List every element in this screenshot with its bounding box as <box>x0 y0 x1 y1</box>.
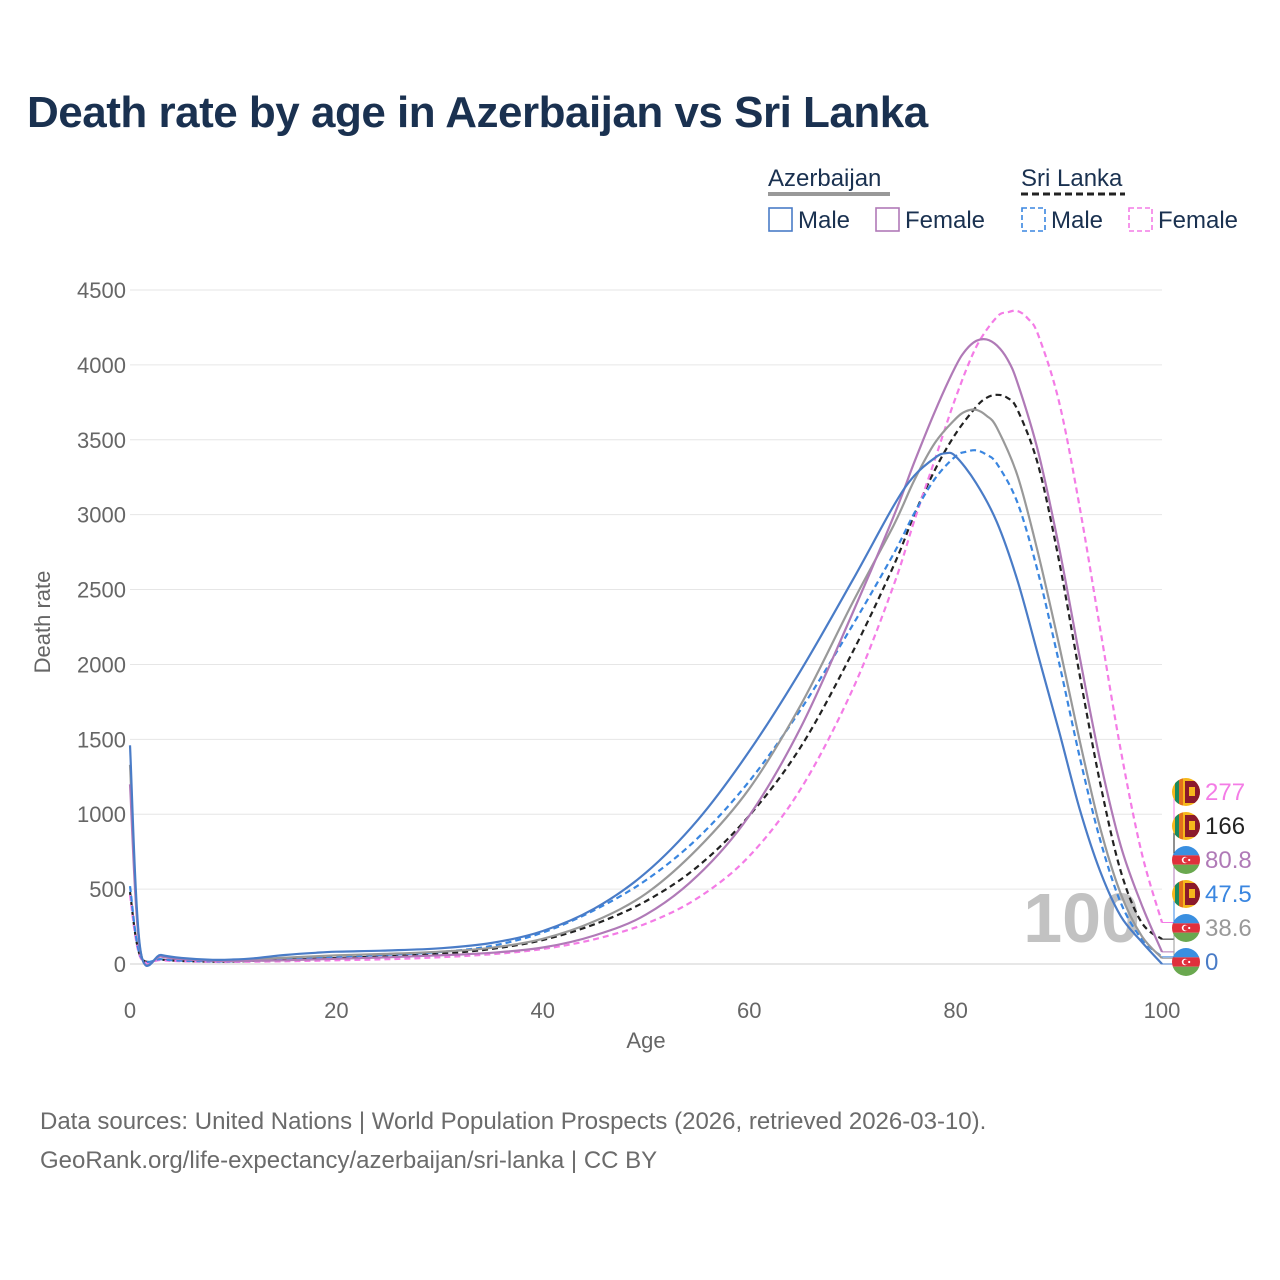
legend-country-0: Azerbaijan <box>768 165 881 192</box>
legend-item-label[interactable]: Female <box>1158 207 1238 234</box>
chart-canvas: Age Death rate 0500100015002000250030003… <box>30 165 1252 1053</box>
grid <box>130 289 1162 965</box>
series-line-azerbaijan-female <box>128 338 1164 967</box>
series-line-sri-lanka-female <box>128 309 1164 964</box>
y-tick-label: 4500 <box>77 278 126 303</box>
end-label-value: 80.8 <box>1205 847 1252 874</box>
end-label-value: 38.6 <box>1205 915 1252 942</box>
series-line-sri-lanka-male <box>128 449 1163 964</box>
sri-lanka-flag-icon <box>1172 880 1200 908</box>
x-tick-label: 60 <box>737 998 761 1023</box>
series-line-sri-lanka-total <box>128 393 1163 964</box>
y-tick-label: 1500 <box>77 727 126 752</box>
legend-item-label[interactable]: Female <box>905 207 985 234</box>
end-label-value: 47.5 <box>1205 881 1252 908</box>
legend: Azerbaijan Male Female Sri Lanka Male Female <box>768 165 1238 234</box>
series-line-azerbaijan-total <box>128 408 1163 967</box>
y-axis-title: Death rate <box>30 571 55 674</box>
legend-swatch[interactable] <box>1128 207 1153 232</box>
legend-swatch[interactable] <box>875 207 900 232</box>
y-tick-label: 500 <box>89 877 126 902</box>
sri-lanka-flag-icon <box>1172 812 1200 840</box>
y-tick-label: 0 <box>114 952 126 977</box>
footer-source: Data sources: United Nations | World Pop… <box>40 1108 987 1135</box>
legend-country-1: Sri Lanka <box>1021 165 1123 192</box>
y-tick-label: 4000 <box>77 353 126 378</box>
legend-item-label[interactable]: Male <box>798 207 850 234</box>
end-label-value: 166 <box>1205 813 1245 840</box>
series <box>128 309 1164 967</box>
x-axis-title: Age <box>626 1028 665 1053</box>
legend-swatch[interactable] <box>768 207 793 232</box>
end-label-value: 277 <box>1205 779 1245 806</box>
sri-lanka-flag-icon <box>1172 778 1200 806</box>
end-label-value: 0 <box>1205 949 1218 976</box>
series-line-azerbaijan-male <box>128 451 1163 967</box>
legend-item-label[interactable]: Male <box>1051 207 1103 234</box>
x-tick-label: 20 <box>324 998 348 1023</box>
end-labels: 277 166 80.8 47.5 38.6 0 <box>1162 778 1252 976</box>
footer-link[interactable]: GeoRank.org/life-expectancy/azerbaijan/s… <box>40 1147 658 1174</box>
y-tick-label: 2000 <box>77 652 126 677</box>
y-tick-label: 3500 <box>77 428 126 453</box>
x-tick-label: 0 <box>124 998 136 1023</box>
legend-swatch[interactable] <box>1021 207 1046 232</box>
x-tick-label: 100 <box>1144 998 1181 1023</box>
chart-title: Death rate by age in Azerbaijan vs Sri L… <box>27 88 928 137</box>
azerbaijan-flag-icon <box>1172 846 1200 874</box>
y-tick-label: 1000 <box>77 802 126 827</box>
x-tick-label: 40 <box>531 998 555 1023</box>
azerbaijan-flag-icon <box>1172 948 1200 976</box>
axes: Age Death rate 0500100015002000250030003… <box>30 278 1180 1053</box>
azerbaijan-flag-icon <box>1172 914 1200 942</box>
x-tick-label: 80 <box>943 998 967 1023</box>
y-tick-label: 2500 <box>77 578 126 603</box>
y-tick-label: 3000 <box>77 503 126 528</box>
